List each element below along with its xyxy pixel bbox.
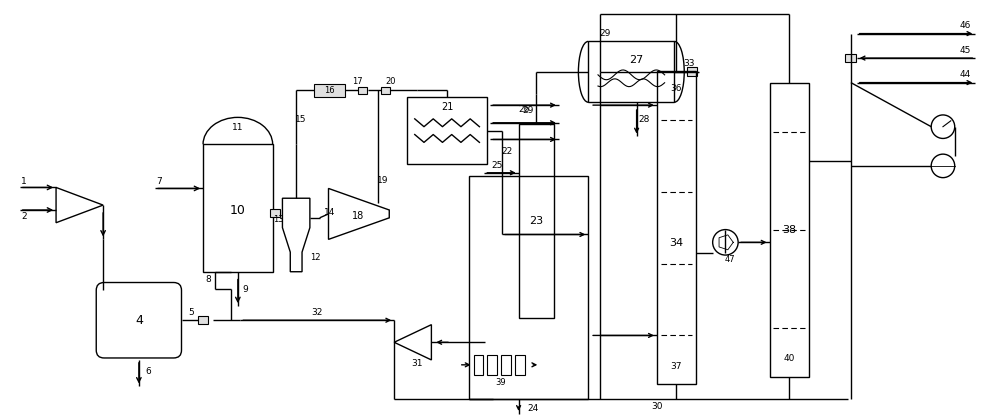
Text: 11: 11 xyxy=(232,123,244,132)
Text: 20: 20 xyxy=(385,77,395,86)
Bar xyxy=(358,86,367,94)
Text: 31: 31 xyxy=(411,360,422,368)
Text: 30: 30 xyxy=(651,403,663,411)
Bar xyxy=(407,97,487,164)
Text: 10: 10 xyxy=(230,204,246,217)
Text: 17: 17 xyxy=(353,77,363,86)
Text: 38: 38 xyxy=(782,225,796,235)
Bar xyxy=(381,86,390,94)
Text: 36: 36 xyxy=(671,84,682,93)
Text: 22: 22 xyxy=(501,147,512,156)
Text: 21: 21 xyxy=(441,102,453,112)
Text: 1: 1 xyxy=(21,177,27,186)
Bar xyxy=(770,83,809,377)
Text: 8: 8 xyxy=(205,275,211,284)
Text: 6: 6 xyxy=(146,367,152,376)
Text: 26: 26 xyxy=(519,105,530,114)
Bar xyxy=(469,176,588,399)
Text: 14: 14 xyxy=(324,208,335,217)
Text: 34: 34 xyxy=(669,238,683,248)
Text: 19: 19 xyxy=(377,176,388,185)
Text: 18: 18 xyxy=(352,211,364,221)
Text: 15: 15 xyxy=(295,115,307,124)
Text: 7: 7 xyxy=(156,177,162,186)
Bar xyxy=(487,355,497,375)
Text: 37: 37 xyxy=(671,362,682,371)
Text: 45: 45 xyxy=(960,46,971,55)
Bar xyxy=(657,71,696,384)
Bar xyxy=(314,83,345,97)
Bar xyxy=(588,41,674,102)
Text: 24: 24 xyxy=(528,404,539,414)
Bar xyxy=(519,124,554,318)
Text: 25: 25 xyxy=(491,161,503,171)
Text: 13: 13 xyxy=(273,215,284,224)
Text: 9: 9 xyxy=(243,285,249,294)
Text: 12: 12 xyxy=(311,253,321,261)
Bar xyxy=(845,54,856,62)
Text: 28: 28 xyxy=(639,115,650,124)
Text: 2: 2 xyxy=(21,212,27,221)
Text: 16: 16 xyxy=(324,86,335,95)
Text: 40: 40 xyxy=(783,354,795,363)
Bar xyxy=(203,144,273,272)
Bar xyxy=(270,209,280,217)
Text: 46: 46 xyxy=(960,21,971,30)
Text: 47: 47 xyxy=(725,256,736,264)
Text: 4: 4 xyxy=(135,314,143,327)
Text: 5: 5 xyxy=(188,308,194,317)
Text: 27: 27 xyxy=(629,54,643,65)
Bar xyxy=(687,67,697,76)
Text: 23: 23 xyxy=(529,216,543,226)
Bar xyxy=(474,355,483,375)
Text: 39: 39 xyxy=(496,378,506,387)
Bar xyxy=(501,355,511,375)
Text: 33: 33 xyxy=(683,59,695,68)
Text: 32: 32 xyxy=(312,308,323,317)
Bar xyxy=(198,316,208,324)
Bar xyxy=(515,355,524,375)
Text: 29: 29 xyxy=(523,106,534,114)
Text: 44: 44 xyxy=(960,70,971,79)
Text: 29: 29 xyxy=(599,29,611,38)
